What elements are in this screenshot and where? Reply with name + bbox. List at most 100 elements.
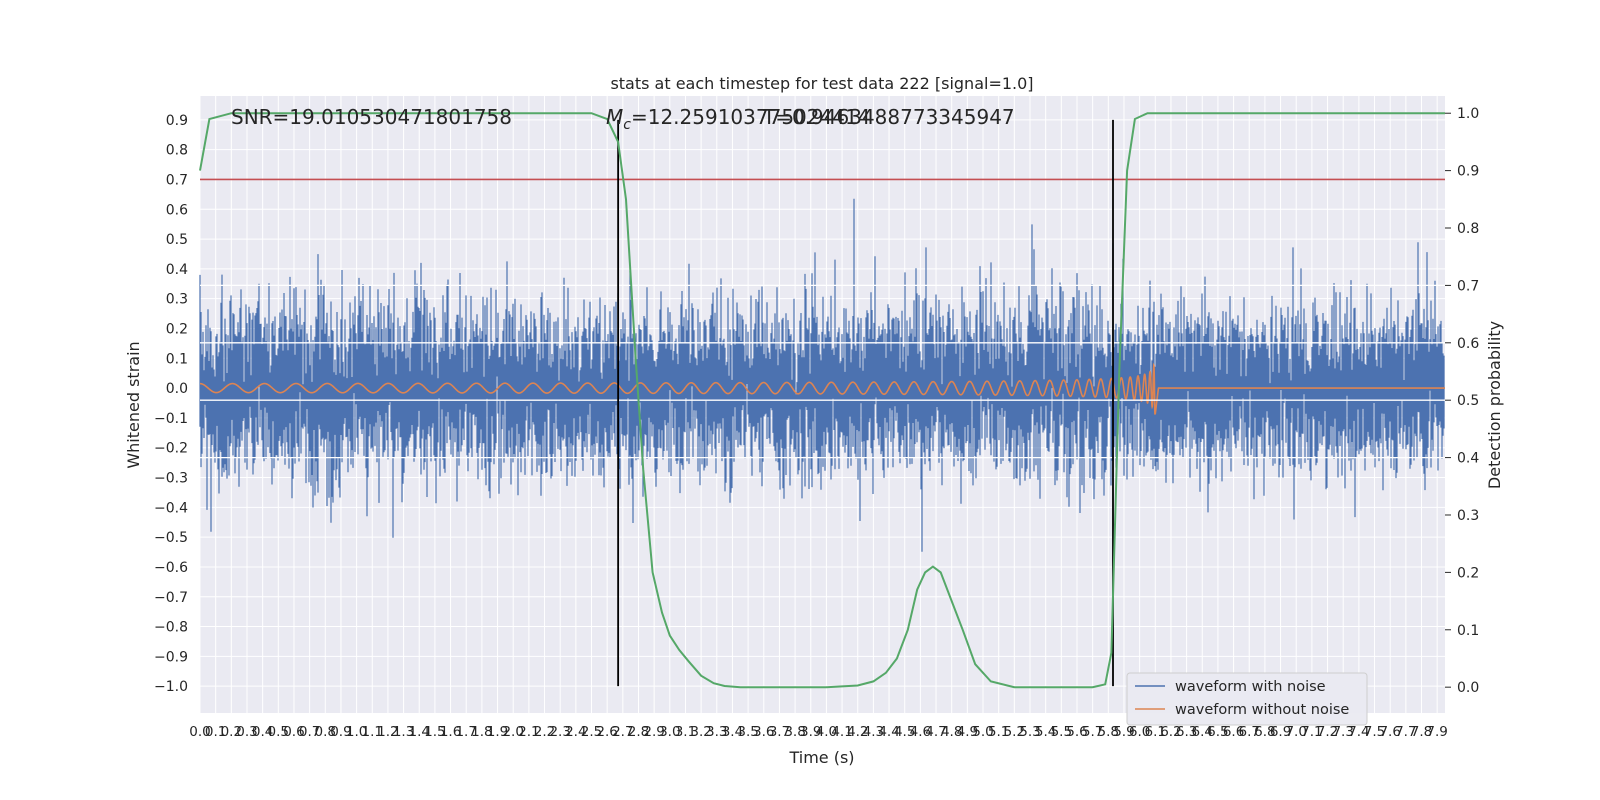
x-tick-label: 4.1 xyxy=(831,724,852,740)
y-tick-label-right: 0.0 xyxy=(1457,680,1479,696)
annotation-mc-symbol: M xyxy=(606,105,623,129)
y-tick-label-left: −0.4 xyxy=(154,500,188,516)
x-tick-label: 7.4 xyxy=(1348,724,1369,740)
y-tick-label-right: 0.1 xyxy=(1457,623,1479,639)
x-tick-label: 2.5 xyxy=(581,724,602,740)
x-tick-label: 7.5 xyxy=(1364,724,1385,740)
series-detection-probability xyxy=(199,112,1445,689)
x-tick-label: 2.4 xyxy=(565,724,586,740)
y-axis-label-left: Whitened strain xyxy=(124,341,143,468)
x-tick-label: 7.1 xyxy=(1301,724,1322,740)
x-tick-label: 0.7 xyxy=(299,724,320,740)
x-tick-label: 3.4 xyxy=(722,724,743,740)
x-tick-label: 7.2 xyxy=(1317,724,1338,740)
x-tick-label: 4.9 xyxy=(957,724,978,740)
legend-label-clean: waveform without noise xyxy=(1175,702,1349,718)
x-tick-label: 6.6 xyxy=(1223,724,1244,740)
overlay xyxy=(200,119,1445,687)
series-waveform-without-noise xyxy=(200,362,1445,415)
x-tick-label: 5.2 xyxy=(1004,724,1025,740)
axes: 0.00.10.20.30.40.50.60.70.80.91.01.11.21… xyxy=(154,106,1479,740)
x-tick-label: 0.4 xyxy=(252,724,273,740)
x-tick-label: 3.2 xyxy=(690,724,711,740)
x-tick-label: 6.5 xyxy=(1207,724,1228,740)
annotation-mc-value: =12.259103775024414 xyxy=(631,105,870,129)
y-tick-label-left: −0.7 xyxy=(154,590,188,606)
x-tick-label: 1.0 xyxy=(346,724,367,740)
y-tick-label-left: −1.0 xyxy=(154,679,188,695)
y-tick-label-right: 0.9 xyxy=(1457,164,1479,180)
x-tick-label: 0.1 xyxy=(205,724,226,740)
annotation-mc: Mc=12.259103775024414 xyxy=(606,105,870,133)
x-tick-label: 4.4 xyxy=(878,724,899,740)
x-tick-label: 6.1 xyxy=(1145,724,1166,740)
x-tick-label: 7.9 xyxy=(1426,724,1447,740)
x-tick-label: 5.0 xyxy=(972,724,993,740)
x-tick-label: 0.0 xyxy=(189,724,210,740)
y-tick-label-left: −0.8 xyxy=(154,620,188,636)
y-tick-label-left: −0.6 xyxy=(154,560,188,576)
y-tick-label-left: −0.5 xyxy=(154,530,188,546)
x-tick-label: 2.1 xyxy=(518,724,539,740)
y-tick-label-right: 0.5 xyxy=(1457,393,1479,409)
x-tick-label: 4.5 xyxy=(894,724,915,740)
x-tick-label: 6.7 xyxy=(1239,724,1260,740)
y-tick-label-left: 0.4 xyxy=(166,262,188,278)
x-tick-label: 2.7 xyxy=(612,724,633,740)
x-tick-label: 3.1 xyxy=(675,724,696,740)
x-tick-label: 4.3 xyxy=(863,724,884,740)
x-tick-label: 2.3 xyxy=(549,724,570,740)
annotation-extra: T=0.9463488773345947 xyxy=(762,105,1015,129)
y-tick-label-left: −0.9 xyxy=(154,649,188,665)
x-tick-label: 3.5 xyxy=(737,724,758,740)
x-tick-label: 1.1 xyxy=(362,724,383,740)
x-tick-label: 6.0 xyxy=(1129,724,1150,740)
x-tick-label: 1.7 xyxy=(455,724,476,740)
x-tick-label: 4.0 xyxy=(816,724,837,740)
x-tick-label: 0.5 xyxy=(268,724,289,740)
x-tick-label: 2.8 xyxy=(628,724,649,740)
x-tick-label: 0.3 xyxy=(236,724,257,740)
x-tick-label: 0.6 xyxy=(283,724,304,740)
x-tick-label: 7.6 xyxy=(1379,724,1400,740)
x-tick-label: 1.4 xyxy=(409,724,430,740)
x-tick-label: 7.7 xyxy=(1395,724,1416,740)
x-tick-label: 6.2 xyxy=(1160,724,1181,740)
x-tick-label: 1.2 xyxy=(377,724,398,740)
y-tick-label-right: 0.3 xyxy=(1457,508,1479,524)
y-tick-label-left: 0.5 xyxy=(166,232,188,248)
y-tick-label-left: 0.6 xyxy=(166,202,188,218)
x-tick-label: 4.2 xyxy=(847,724,868,740)
x-tick-label: 5.3 xyxy=(1019,724,1040,740)
legend: waveform with noise waveform without noi… xyxy=(1126,672,1368,726)
x-tick-label: 4.8 xyxy=(941,724,962,740)
x-tick-label: 3.7 xyxy=(769,724,790,740)
y-axis-label-right: Detection probability xyxy=(1485,321,1504,489)
x-tick-label: 5.7 xyxy=(1082,724,1103,740)
x-tick-label: 4.7 xyxy=(925,724,946,740)
x-tick-label: 6.4 xyxy=(1192,724,1213,740)
y-tick-label-left: −0.2 xyxy=(154,441,188,457)
x-axis-label: Time (s) xyxy=(788,748,854,767)
x-tick-label: 2.9 xyxy=(643,724,664,740)
y-tick-label-left: 0.2 xyxy=(166,321,188,337)
x-tick-label: 6.8 xyxy=(1254,724,1275,740)
probability-line xyxy=(199,112,1445,689)
x-tick-label: 1.5 xyxy=(424,724,445,740)
annotation-mc-subscript: c xyxy=(623,117,631,133)
x-tick-label: 6.9 xyxy=(1270,724,1291,740)
x-tick-label: 0.2 xyxy=(221,724,242,740)
y-tick-label-right: 0.4 xyxy=(1457,451,1479,467)
y-tick-label-right: 0.2 xyxy=(1457,565,1479,581)
x-tick-label: 5.5 xyxy=(1051,724,1072,740)
y-tick-label-left: 0.1 xyxy=(166,351,188,367)
x-tick-label: 3.9 xyxy=(800,724,821,740)
y-tick-label-left: −0.1 xyxy=(154,411,188,427)
y-tick-label-right: 1.0 xyxy=(1457,106,1479,122)
x-tick-label: 0.8 xyxy=(315,724,336,740)
x-tick-label: 1.8 xyxy=(471,724,492,740)
y-tick-label-right: 0.7 xyxy=(1457,278,1479,294)
x-tick-label: 4.6 xyxy=(910,724,931,740)
x-tick-label: 1.6 xyxy=(440,724,461,740)
x-tick-label: 0.9 xyxy=(330,724,351,740)
